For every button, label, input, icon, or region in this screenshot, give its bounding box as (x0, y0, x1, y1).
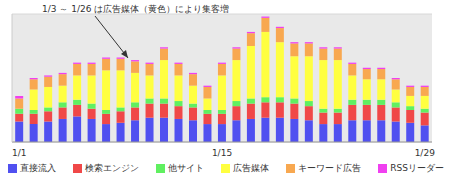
svg-text:1/15: 1/15 (212, 148, 232, 158)
html-text:1/3 ～ 1/26 は広告媒体（黄色）により集客増: 1/3 ～ 1/26 は広告媒体（黄色）により集客増 (42, 4, 230, 14)
html-text:検索エンジン: 検索エンジン (85, 163, 140, 173)
html-text:直接流入: 直接流入 (20, 163, 56, 173)
svg-text:1/29: 1/29 (415, 148, 435, 158)
html-text:広告媒体: 広告媒体 (233, 163, 270, 173)
svg-text:1/1: 1/1 (12, 148, 26, 158)
html-text:他サイト: 他サイト (168, 163, 205, 173)
html-text:RSSリーダー: RSSリーダー (390, 163, 444, 173)
html-text:キーワード広告: キーワード広告 (298, 163, 362, 173)
